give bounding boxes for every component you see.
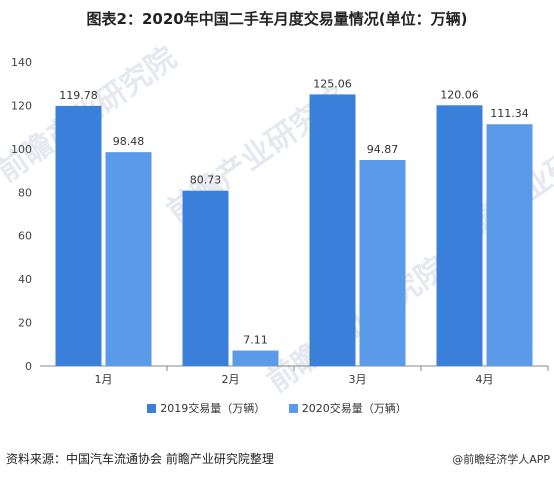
x-tick-label: 4月 [476, 373, 494, 386]
y-tick-label: 60 [18, 230, 32, 243]
bar-2019 [55, 105, 102, 367]
brand-credit: @前瞻经济学人APP [452, 453, 550, 466]
legend-label-2019: 2019交易量（万辆） [160, 402, 266, 415]
bar-chart: 0 20 40 60 80 100 120 140 119.78 98.48 1月 80.73 7.11… [11, 56, 549, 386]
legend-item-2020: 2020交易量（万辆） [288, 400, 407, 416]
y-tick-label: 80 [18, 186, 32, 199]
data-label: 98.48 [113, 135, 145, 148]
bar-2020 [359, 159, 406, 366]
x-tick-label: 1月 [95, 373, 113, 386]
chart-title: 图表2：2020年中国二手车月度交易量情况(单位：万辆) [86, 10, 468, 28]
x-tick-label: 3月 [349, 373, 367, 386]
bar-2019 [436, 105, 483, 367]
legend: 2019交易量（万辆） 2020交易量（万辆） [0, 400, 554, 416]
legend-swatch-2020 [288, 403, 298, 413]
data-label: 111.34 [490, 107, 529, 120]
bar-2020 [105, 152, 152, 366]
legend-label-2020: 2020交易量（万辆） [301, 402, 407, 415]
data-label: 80.73 [190, 174, 222, 187]
data-label: 119.78 [59, 89, 98, 102]
data-label: 125.06 [313, 77, 352, 90]
bar-2020 [232, 350, 279, 366]
data-label: 120.06 [440, 88, 479, 101]
y-tick-label: 100 [11, 143, 32, 156]
y-tick-label: 0 [25, 360, 32, 373]
y-tick-label: 120 [11, 99, 32, 112]
y-tick-label: 140 [11, 56, 32, 69]
y-tick-label: 40 [18, 273, 32, 286]
legend-swatch-2019 [147, 403, 157, 413]
y-tick-label: 20 [18, 317, 32, 330]
data-label: 7.11 [243, 334, 268, 347]
bar-2019 [309, 94, 356, 367]
x-tick-label: 2月 [222, 373, 240, 386]
source-note: 资料来源：中国汽车流通协会 前瞻产业研究院整理 [6, 452, 274, 466]
bar-2020 [486, 124, 533, 366]
data-label: 94.87 [367, 143, 399, 156]
bar-2019 [182, 190, 229, 366]
legend-item-2019: 2019交易量（万辆） [147, 400, 265, 416]
